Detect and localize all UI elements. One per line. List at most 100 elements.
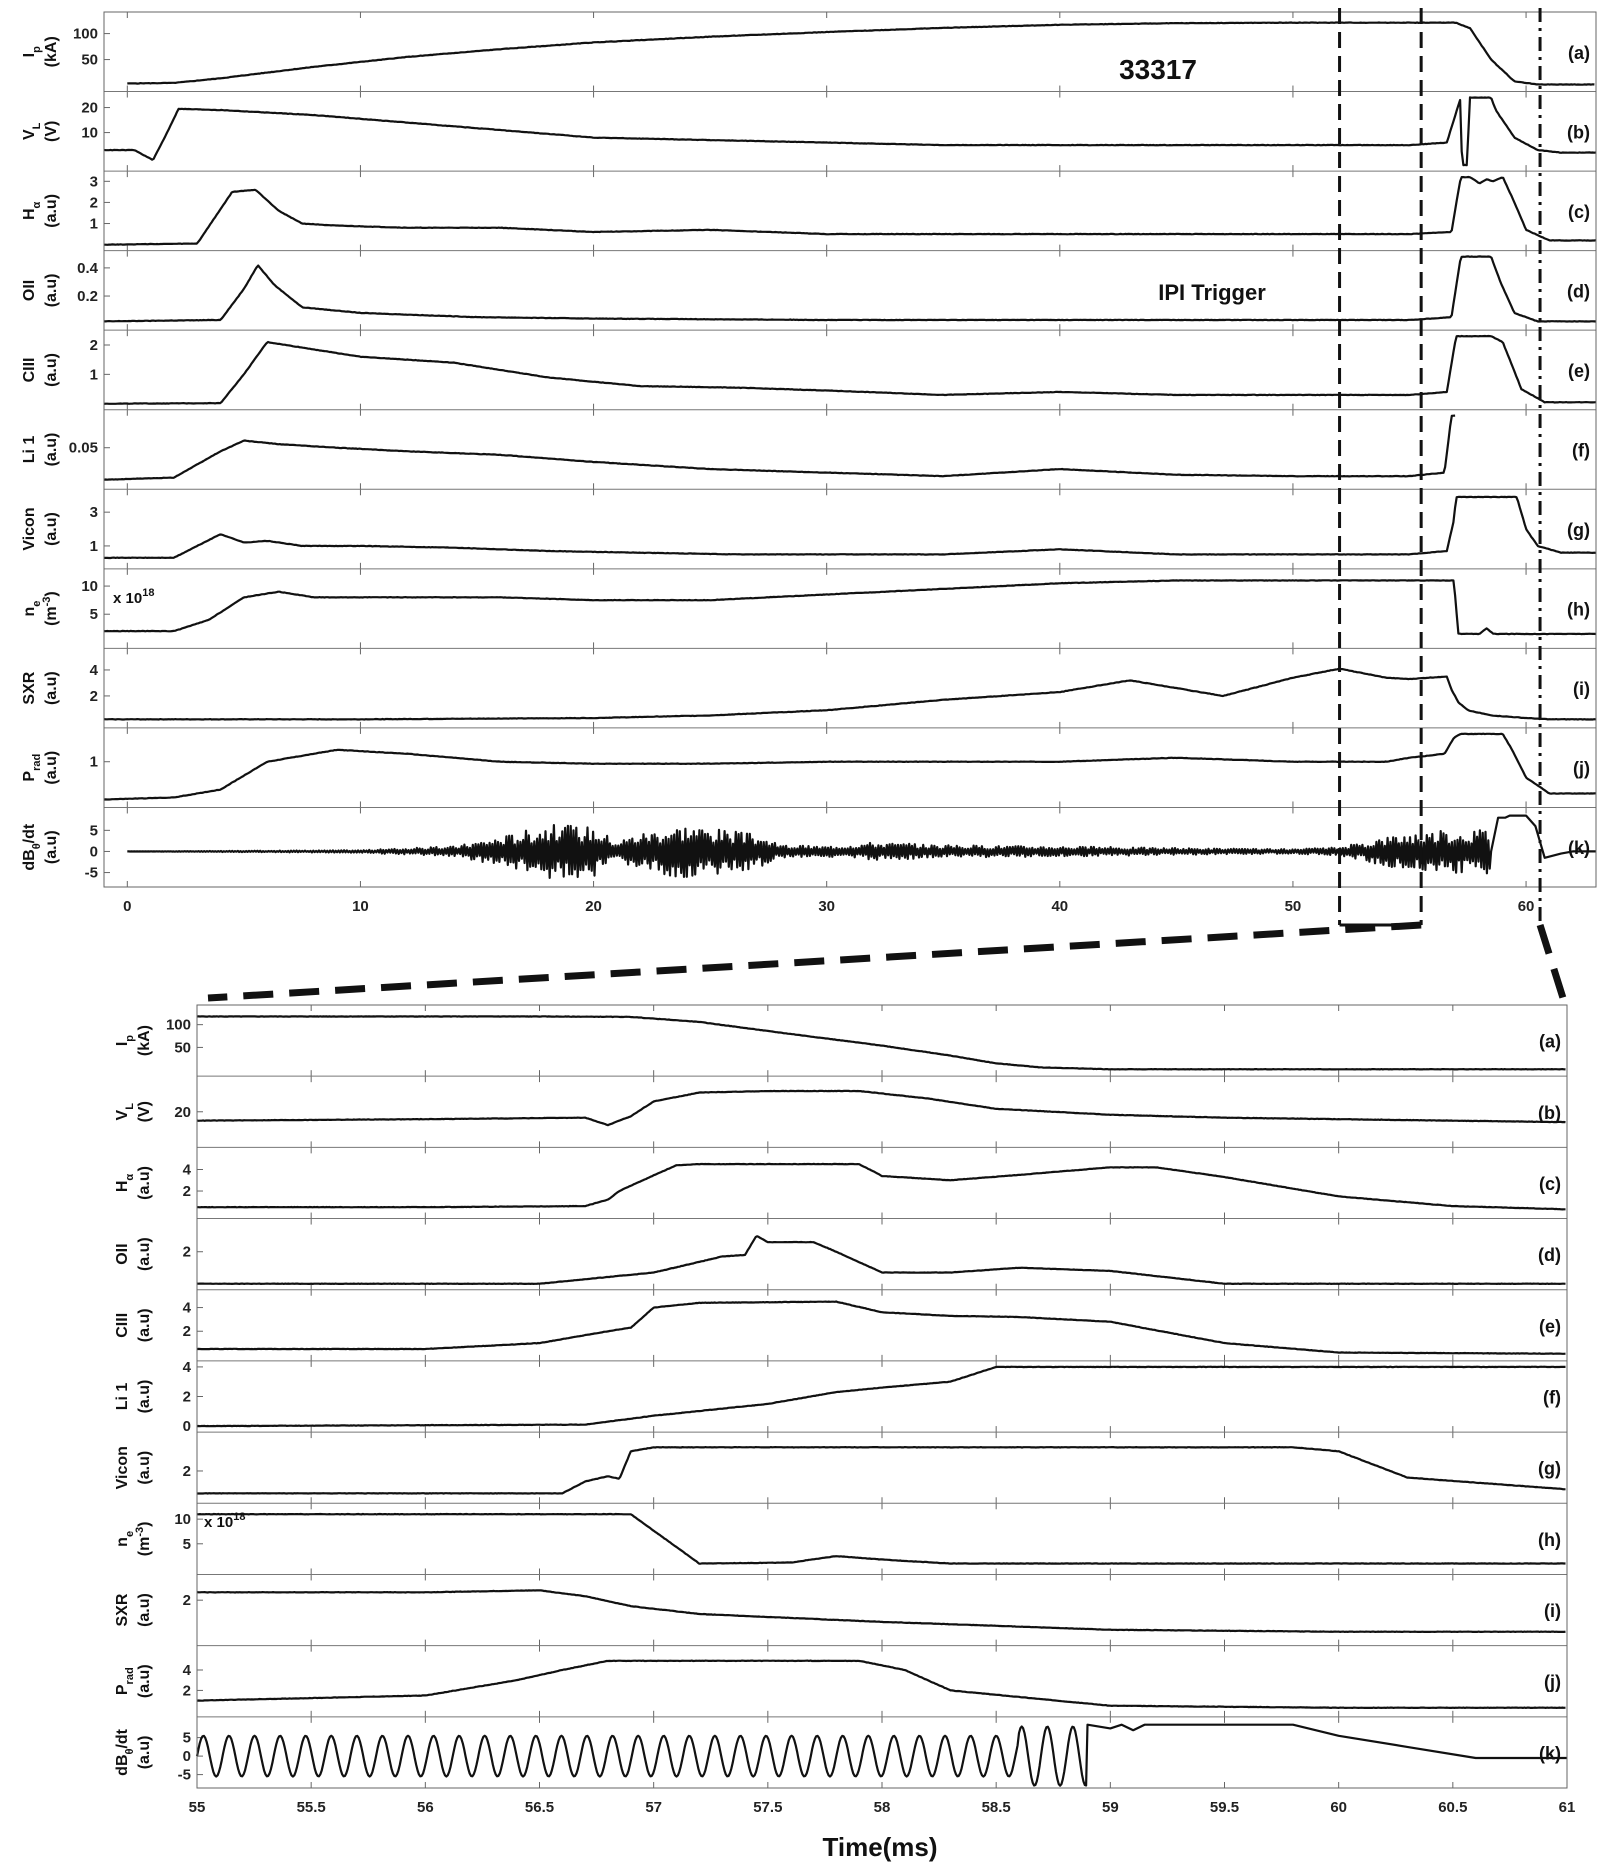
panel-h: 10 5 ne(m-3) (h) xyxy=(114,1502,1568,1575)
y-axis-label: Vicon xyxy=(21,507,38,550)
y-label-sub: L xyxy=(124,1103,136,1110)
plot-frame xyxy=(196,1004,1568,1789)
y-axis-label: CIII xyxy=(114,1313,131,1338)
y-axis-label: OII xyxy=(21,280,38,301)
panel-f: 4 2 0 Li 1 (a.u) (f) xyxy=(114,1359,1568,1435)
y-tick-label: 5 xyxy=(90,822,98,839)
x-tick-label: 0 xyxy=(123,898,131,915)
y-axis-label: Prad xyxy=(21,754,43,782)
signal-trace xyxy=(196,1659,1566,1709)
signal-trace xyxy=(197,1446,1566,1495)
panel-letter: (f) xyxy=(1543,1388,1561,1408)
signal-trace xyxy=(103,414,1456,481)
y-label-main: SXR xyxy=(114,1593,131,1626)
panel-letter: (j) xyxy=(1573,759,1590,779)
signal-trace xyxy=(197,1162,1566,1211)
x-tick-label: 58 xyxy=(874,1799,891,1816)
panel-letter: (k) xyxy=(1539,1743,1561,1763)
y-label-sub: e xyxy=(31,601,43,607)
y-label-sub: p xyxy=(31,46,43,53)
x-tick-label: 56 xyxy=(417,1799,434,1816)
panel-letter: (c) xyxy=(1568,202,1590,222)
panel-letter: (d) xyxy=(1538,1245,1561,1265)
x-tick-label: 61 xyxy=(1559,1799,1576,1816)
unit-close: ) xyxy=(136,1522,153,1527)
x-tick-label: 60 xyxy=(1518,898,1535,915)
y-label-main: Li 1 xyxy=(114,1383,131,1411)
y-tick-label: 3 xyxy=(90,504,98,521)
y-tick-label: 5 xyxy=(183,1536,191,1553)
signal-trace xyxy=(195,1723,1567,1787)
y-tick-label: 0 xyxy=(90,843,98,860)
y-axis-unit: (kA) xyxy=(43,36,60,67)
signal-trace xyxy=(196,1089,1566,1127)
x-tick-label: 60 xyxy=(1330,1799,1347,1816)
unit-main: (m xyxy=(136,1537,153,1557)
x-tick-label: 30 xyxy=(818,898,835,915)
x-tick-label: 50 xyxy=(1285,898,1302,915)
signal-trace xyxy=(103,579,1597,636)
y-tick-label: 2 xyxy=(183,1592,191,1609)
y-label-main: P xyxy=(114,1684,131,1695)
top-density-multiplier: x 1018 xyxy=(113,587,154,607)
panel-letter: (a) xyxy=(1539,1032,1561,1052)
panel-letter: (j) xyxy=(1544,1672,1561,1692)
y-axis-label: ne xyxy=(21,601,43,617)
unit-close: ) xyxy=(43,591,60,596)
panel-b: 20 10 VL (V) (b) xyxy=(21,91,1597,172)
y-label-main: V xyxy=(21,129,38,140)
y-tick-label: 2 xyxy=(183,1389,191,1406)
y-tick-label: 1 xyxy=(90,754,98,771)
panel-d: 2 OII (a.u) (d) xyxy=(114,1218,1568,1290)
panel-d: 0.4 0.2 OII (a.u) (d) xyxy=(21,250,1597,331)
signal-trace xyxy=(196,1300,1566,1355)
y-axis-unit: (m-3) xyxy=(134,1522,153,1557)
y-axis-unit: (a.u) xyxy=(43,751,60,785)
y-axis-label: Hα xyxy=(21,201,43,220)
x-tick-label: 57.5 xyxy=(753,1799,782,1816)
zoom-connector-lines xyxy=(207,921,1567,1002)
x-tick-label: 55.5 xyxy=(297,1799,326,1816)
y-axis-unit: (a.u) xyxy=(43,830,60,864)
x-tick-label: 56.5 xyxy=(525,1799,554,1816)
panel-j: 4 2 Prad (a.u) (j) xyxy=(114,1645,1568,1717)
y-label-main: CIII xyxy=(114,1313,131,1338)
y-tick-label: 100 xyxy=(73,26,98,43)
signal-trace xyxy=(127,814,1596,879)
panel-b: 20 VL (V) (b) xyxy=(114,1075,1568,1148)
signal-trace xyxy=(196,1589,1566,1633)
y-tick-label: 2 xyxy=(183,1244,191,1261)
y-axis-label: SXR xyxy=(114,1593,131,1626)
y-tick-label: 10 xyxy=(81,578,98,595)
y-axis-unit: (a.u) xyxy=(136,1736,153,1770)
y-label-sub: rad xyxy=(31,754,43,771)
y-axis-label: Vicon xyxy=(114,1446,131,1489)
y-axis-unit: (a.u) xyxy=(136,1664,153,1698)
signal-trace xyxy=(104,495,1597,560)
y-label-sub: p xyxy=(124,1035,136,1042)
y-axis-label: Hα xyxy=(114,1174,136,1193)
y-axis-unit: (a.u) xyxy=(136,1593,153,1627)
y-axis-label: dBθ/dt xyxy=(21,823,43,871)
y-axis-unit: (a.u) xyxy=(136,1380,153,1414)
y-label-sub: e xyxy=(124,1531,136,1537)
signal-trace xyxy=(103,732,1597,801)
x-tick-label: 57 xyxy=(645,1799,662,1816)
signal-trace xyxy=(103,96,1597,167)
x-tick-label: 55 xyxy=(189,1799,206,1816)
panel-letter: (k) xyxy=(1568,838,1590,858)
panel-a: 100 50 Ip (kA) (a) xyxy=(21,12,1595,92)
y-tick-label: 100 xyxy=(166,1017,191,1034)
panel-letter: (a) xyxy=(1568,43,1590,63)
y-tick-label: 1 xyxy=(90,366,98,383)
y-axis-label: Li 1 xyxy=(21,436,38,464)
y-axis-unit: (a.u) xyxy=(136,1237,153,1271)
y-label-main: I xyxy=(114,1042,131,1046)
y-axis-unit: (V) xyxy=(43,121,60,142)
y-tick-label: 20 xyxy=(81,100,98,117)
y-tick-label: 50 xyxy=(174,1039,191,1056)
y-axis-label: Ip xyxy=(114,1035,136,1046)
y-label-main: OII xyxy=(114,1243,131,1264)
